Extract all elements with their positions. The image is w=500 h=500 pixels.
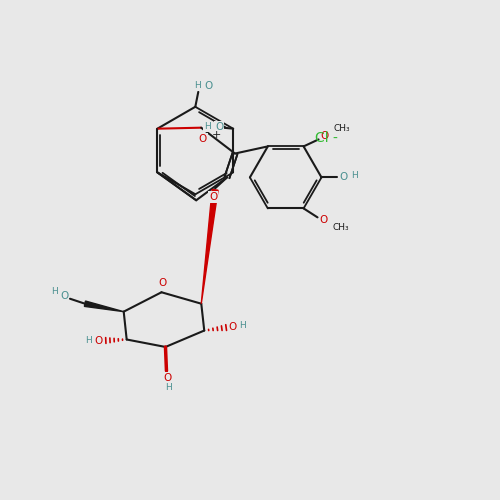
Text: H: H <box>204 122 210 131</box>
Text: O: O <box>204 81 212 91</box>
Text: O: O <box>320 216 328 226</box>
Text: O: O <box>164 374 172 384</box>
Text: H: H <box>165 383 172 392</box>
Text: H: H <box>86 336 92 345</box>
Polygon shape <box>84 301 124 312</box>
Polygon shape <box>202 190 218 304</box>
Text: H: H <box>194 82 201 90</box>
Text: H: H <box>50 287 58 296</box>
Text: O: O <box>158 278 166 288</box>
Text: O: O <box>215 122 224 132</box>
Text: O: O <box>94 336 103 346</box>
Text: Cl -: Cl - <box>314 131 338 145</box>
Text: CH₃: CH₃ <box>334 124 350 133</box>
Text: H: H <box>239 320 246 330</box>
Text: +: + <box>212 130 222 140</box>
Text: O: O <box>320 132 328 141</box>
Text: O: O <box>60 290 68 300</box>
Text: O: O <box>228 322 236 332</box>
Text: CH₃: CH₃ <box>332 223 349 232</box>
Text: O: O <box>198 134 207 143</box>
Text: O: O <box>339 172 347 182</box>
Text: O: O <box>209 192 217 202</box>
Text: H: H <box>351 171 358 180</box>
